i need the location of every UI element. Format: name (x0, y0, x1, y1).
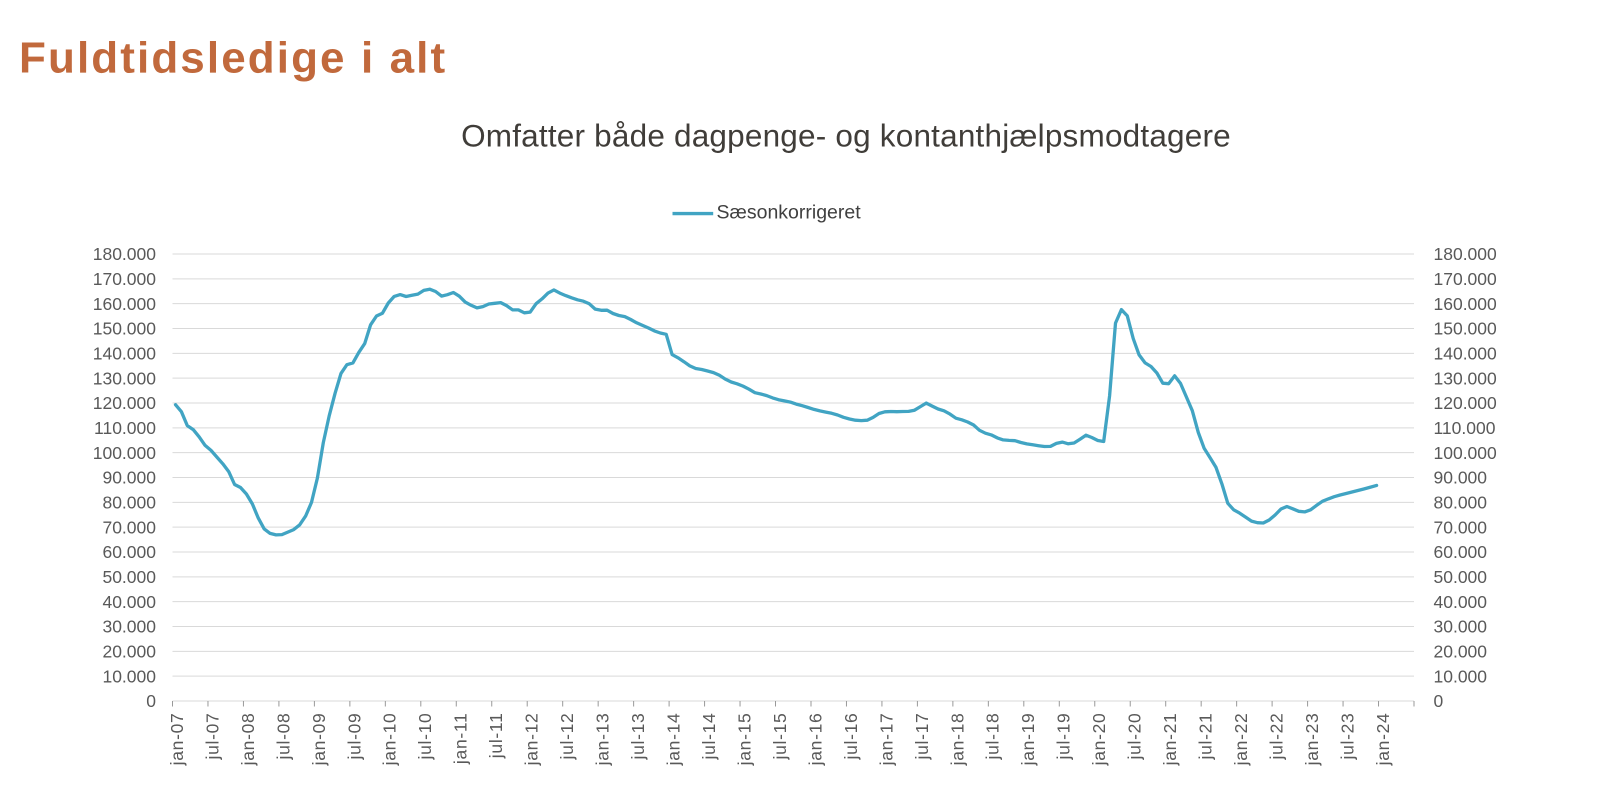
svg-text:jan-07: jan-07 (167, 713, 187, 767)
svg-text:20.000: 20.000 (1434, 642, 1488, 662)
svg-text:140.000: 140.000 (93, 344, 157, 364)
svg-text:50.000: 50.000 (102, 567, 156, 587)
svg-text:jul-08: jul-08 (273, 713, 293, 761)
svg-text:jul-09: jul-09 (344, 713, 364, 761)
svg-text:jul-11: jul-11 (486, 713, 506, 760)
svg-text:jan-14: jan-14 (664, 713, 684, 767)
svg-text:jul-20: jul-20 (1125, 713, 1145, 761)
svg-text:jan-20: jan-20 (1089, 713, 1109, 767)
svg-text:150.000: 150.000 (93, 319, 157, 339)
svg-text:jul-12: jul-12 (557, 713, 577, 761)
svg-text:jan-11: jan-11 (451, 713, 471, 766)
svg-text:70.000: 70.000 (102, 517, 156, 537)
svg-text:120.000: 120.000 (93, 393, 157, 413)
svg-text:110.000: 110.000 (94, 418, 156, 438)
svg-text:jul-18: jul-18 (983, 713, 1003, 761)
svg-text:160.000: 160.000 (1434, 294, 1498, 314)
svg-text:130.000: 130.000 (1434, 368, 1498, 388)
svg-text:jul-15: jul-15 (770, 713, 790, 761)
svg-text:jan-21: jan-21 (1160, 713, 1180, 767)
svg-text:0: 0 (146, 691, 156, 711)
svg-text:10.000: 10.000 (1434, 666, 1488, 686)
svg-text:jul-14: jul-14 (699, 713, 719, 761)
svg-text:120.000: 120.000 (1434, 393, 1498, 413)
svg-text:20.000: 20.000 (102, 642, 156, 662)
svg-text:160.000: 160.000 (93, 294, 157, 314)
svg-text:jul-16: jul-16 (841, 713, 861, 761)
svg-text:170.000: 170.000 (93, 269, 157, 289)
svg-text:Omfatter både dagpenge- og kon: Omfatter både dagpenge- og kontanthjælps… (461, 118, 1231, 154)
svg-text:jan-12: jan-12 (522, 713, 542, 767)
svg-text:80.000: 80.000 (1434, 493, 1488, 513)
svg-text:jul-13: jul-13 (628, 713, 648, 761)
svg-text:jan-09: jan-09 (309, 713, 329, 767)
svg-text:70.000: 70.000 (1434, 517, 1488, 537)
svg-text:40.000: 40.000 (102, 592, 156, 612)
svg-text:jul-10: jul-10 (415, 713, 435, 761)
svg-text:130.000: 130.000 (93, 368, 157, 388)
svg-text:170.000: 170.000 (1434, 269, 1498, 289)
svg-text:jul-21: jul-21 (1196, 713, 1216, 761)
svg-text:100.000: 100.000 (93, 443, 157, 463)
svg-text:jan-23: jan-23 (1302, 713, 1322, 767)
svg-text:180.000: 180.000 (93, 244, 157, 264)
svg-text:80.000: 80.000 (102, 493, 156, 513)
svg-text:60.000: 60.000 (102, 542, 156, 562)
svg-text:100.000: 100.000 (1434, 443, 1498, 463)
svg-text:jul-17: jul-17 (912, 713, 932, 761)
svg-text:110.000: 110.000 (1434, 418, 1496, 438)
svg-text:jan-13: jan-13 (593, 713, 613, 767)
svg-text:jan-17: jan-17 (876, 713, 896, 767)
svg-text:150.000: 150.000 (1434, 319, 1498, 339)
svg-text:jan-24: jan-24 (1373, 713, 1393, 767)
svg-text:50.000: 50.000 (1434, 567, 1488, 587)
svg-text:jan-19: jan-19 (1018, 713, 1038, 767)
svg-text:jan-10: jan-10 (380, 713, 400, 767)
svg-text:60.000: 60.000 (1434, 542, 1488, 562)
svg-text:jan-16: jan-16 (805, 713, 825, 767)
svg-text:140.000: 140.000 (1434, 344, 1498, 364)
svg-text:jan-18: jan-18 (947, 713, 967, 767)
svg-text:jul-07: jul-07 (202, 713, 222, 761)
svg-text:jul-19: jul-19 (1054, 713, 1074, 761)
svg-text:0: 0 (1434, 691, 1444, 711)
svg-text:Sæsonkorrigeret: Sæsonkorrigeret (717, 202, 862, 224)
svg-text:jan-15: jan-15 (734, 713, 754, 767)
svg-text:30.000: 30.000 (102, 617, 156, 637)
svg-text:90.000: 90.000 (102, 468, 156, 488)
svg-text:180.000: 180.000 (1434, 244, 1498, 264)
svg-text:30.000: 30.000 (1434, 617, 1488, 637)
svg-text:Fuldtidsledige i alt: Fuldtidsledige i alt (19, 34, 447, 83)
svg-text:jan-22: jan-22 (1231, 713, 1251, 767)
svg-text:10.000: 10.000 (102, 666, 156, 686)
svg-text:jul-23: jul-23 (1338, 713, 1358, 761)
svg-text:40.000: 40.000 (1434, 592, 1488, 612)
svg-text:jul-22: jul-22 (1267, 713, 1287, 761)
svg-text:jan-08: jan-08 (238, 713, 258, 767)
svg-text:90.000: 90.000 (1434, 468, 1488, 488)
